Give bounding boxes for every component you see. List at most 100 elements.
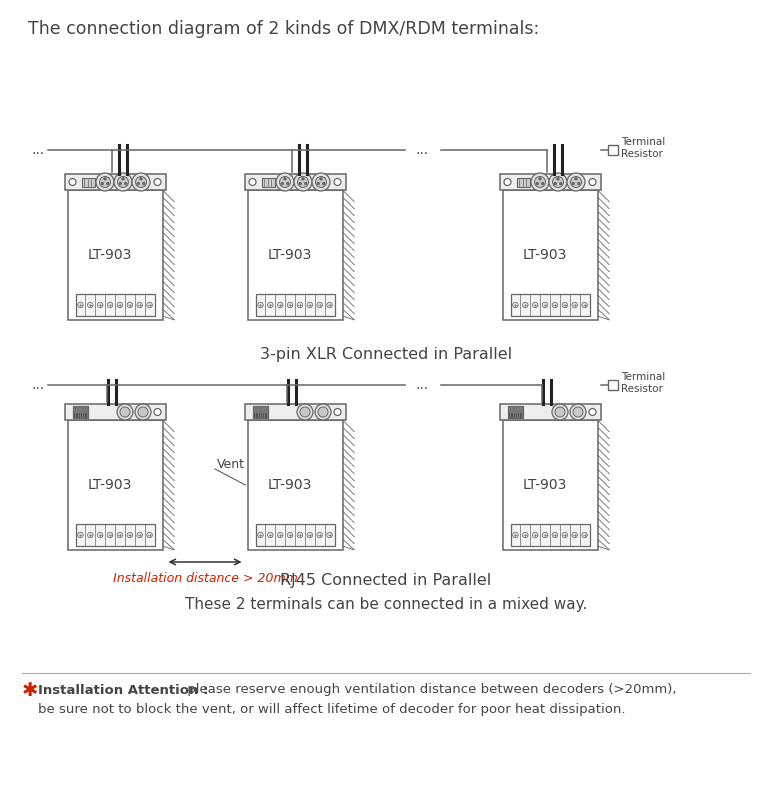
Circle shape	[553, 177, 564, 187]
FancyBboxPatch shape	[608, 145, 618, 155]
Circle shape	[572, 532, 577, 538]
FancyBboxPatch shape	[262, 177, 275, 186]
FancyBboxPatch shape	[248, 420, 343, 550]
Text: ...: ...	[416, 143, 429, 157]
Circle shape	[562, 302, 567, 308]
Text: LT-903: LT-903	[88, 478, 132, 492]
Circle shape	[533, 302, 538, 308]
Circle shape	[107, 302, 113, 308]
FancyBboxPatch shape	[256, 294, 334, 316]
Circle shape	[567, 173, 585, 191]
FancyBboxPatch shape	[503, 420, 598, 550]
Circle shape	[554, 182, 557, 185]
Text: 3-pin XLR Connected in Parallel: 3-pin XLR Connected in Parallel	[260, 347, 512, 363]
Circle shape	[327, 302, 333, 308]
Circle shape	[297, 302, 303, 308]
Circle shape	[297, 404, 313, 420]
Circle shape	[300, 182, 301, 185]
Circle shape	[317, 302, 323, 308]
FancyBboxPatch shape	[248, 190, 343, 320]
Circle shape	[523, 302, 528, 308]
Circle shape	[560, 182, 562, 185]
Text: LT-903: LT-903	[523, 248, 567, 262]
Circle shape	[318, 407, 328, 417]
Circle shape	[87, 302, 93, 308]
Circle shape	[276, 173, 294, 191]
Circle shape	[78, 302, 83, 308]
Circle shape	[562, 532, 567, 538]
Circle shape	[555, 407, 565, 417]
FancyBboxPatch shape	[608, 380, 618, 390]
Circle shape	[277, 532, 283, 538]
Circle shape	[305, 182, 306, 185]
Circle shape	[258, 302, 263, 308]
Circle shape	[523, 532, 528, 538]
Circle shape	[320, 178, 322, 180]
Circle shape	[114, 173, 132, 191]
Circle shape	[286, 182, 289, 185]
Circle shape	[542, 532, 548, 538]
Circle shape	[117, 177, 128, 187]
Circle shape	[117, 404, 133, 420]
Circle shape	[287, 532, 293, 538]
Circle shape	[315, 404, 331, 420]
Circle shape	[119, 182, 121, 185]
Text: be sure not to block the vent, or will affect lifetime of decoder for poor heat : be sure not to block the vent, or will a…	[38, 704, 625, 717]
Circle shape	[317, 532, 323, 538]
Circle shape	[137, 302, 143, 308]
Circle shape	[69, 178, 76, 185]
Circle shape	[317, 182, 320, 185]
FancyBboxPatch shape	[245, 174, 346, 190]
Circle shape	[284, 178, 286, 180]
Circle shape	[334, 178, 341, 185]
FancyBboxPatch shape	[510, 524, 590, 546]
Circle shape	[127, 532, 133, 538]
Text: RJ45 Connected in Parallel: RJ45 Connected in Parallel	[280, 573, 492, 587]
Circle shape	[147, 302, 152, 308]
Circle shape	[513, 532, 518, 538]
Text: ...: ...	[32, 143, 45, 157]
Text: please reserve enough ventilation distance between decoders (>20mm),: please reserve enough ventilation distan…	[183, 684, 676, 697]
Circle shape	[504, 178, 511, 185]
Text: Resistor: Resistor	[621, 149, 663, 159]
Circle shape	[582, 302, 587, 308]
FancyBboxPatch shape	[73, 406, 87, 418]
Circle shape	[552, 532, 557, 538]
Circle shape	[307, 302, 313, 308]
Circle shape	[572, 302, 577, 308]
Circle shape	[87, 532, 93, 538]
Circle shape	[117, 532, 123, 538]
Circle shape	[297, 177, 309, 187]
Circle shape	[589, 408, 596, 416]
Circle shape	[570, 404, 586, 420]
Circle shape	[154, 408, 161, 416]
Text: Vent: Vent	[217, 458, 245, 471]
Circle shape	[122, 178, 124, 180]
Circle shape	[572, 182, 574, 185]
Circle shape	[552, 404, 568, 420]
Circle shape	[258, 532, 263, 538]
Text: The connection diagram of 2 kinds of DMX/RDM terminals:: The connection diagram of 2 kinds of DMX…	[28, 20, 540, 38]
FancyBboxPatch shape	[67, 190, 162, 320]
Text: LT-903: LT-903	[523, 478, 567, 492]
FancyBboxPatch shape	[510, 294, 590, 316]
Circle shape	[323, 182, 325, 185]
Text: Installation distance > 20mm: Installation distance > 20mm	[113, 572, 297, 585]
Circle shape	[101, 182, 103, 185]
FancyBboxPatch shape	[499, 404, 601, 420]
Circle shape	[137, 182, 139, 185]
Circle shape	[513, 302, 518, 308]
Circle shape	[533, 532, 538, 538]
Circle shape	[107, 182, 109, 185]
Circle shape	[281, 182, 283, 185]
FancyBboxPatch shape	[499, 174, 601, 190]
Text: Terminal: Terminal	[621, 372, 665, 382]
Circle shape	[327, 532, 333, 538]
Circle shape	[268, 532, 273, 538]
Circle shape	[589, 178, 596, 185]
Text: LT-903: LT-903	[268, 478, 312, 492]
Circle shape	[140, 178, 142, 180]
Circle shape	[552, 302, 557, 308]
FancyBboxPatch shape	[245, 404, 346, 420]
FancyBboxPatch shape	[76, 294, 154, 316]
